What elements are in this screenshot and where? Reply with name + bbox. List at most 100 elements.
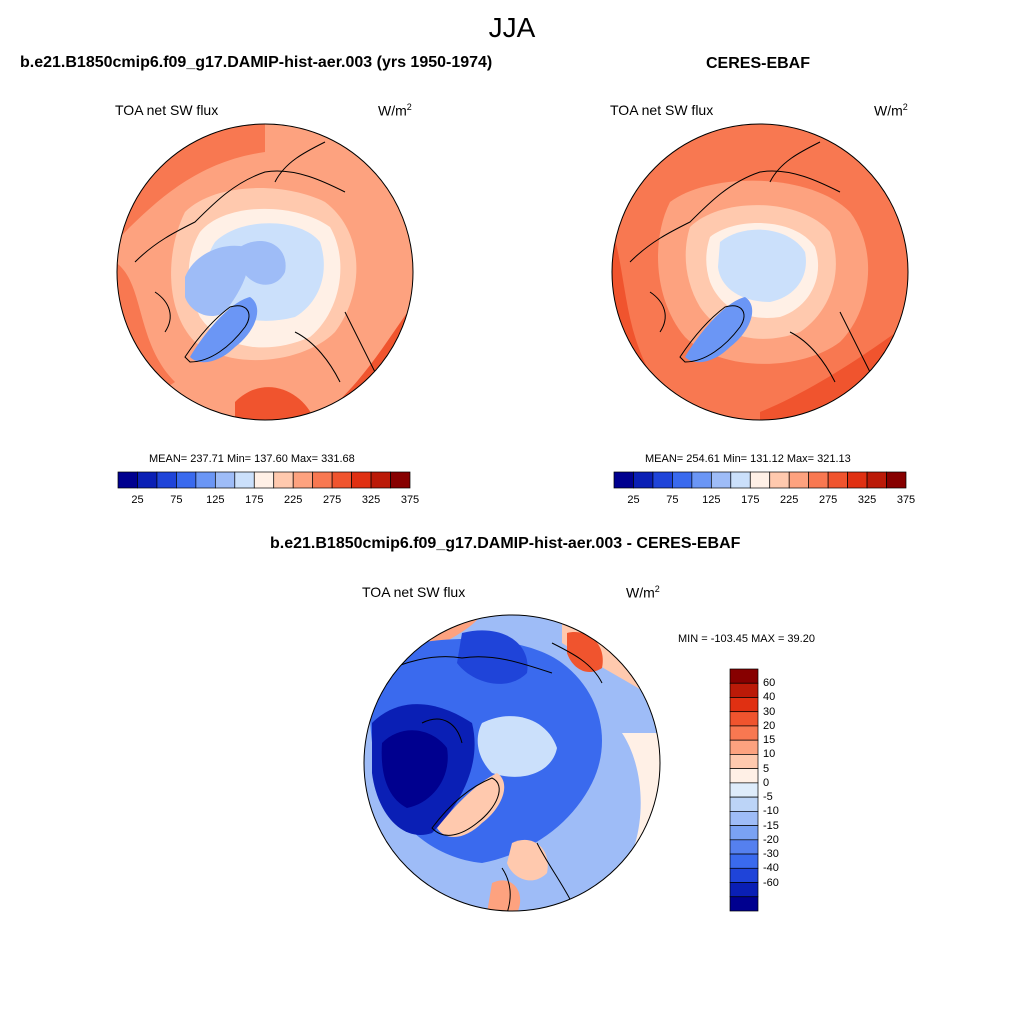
- diff-colorbar-label: -5: [763, 791, 773, 804]
- diff-colorbar-label: 40: [763, 691, 776, 704]
- model-colorbar-box: [117, 471, 138, 489]
- model-panel-title: b.e21.B1850cmip6.f09_g17.DAMIP-hist-aer.…: [20, 54, 493, 71]
- diff-panel-title: b.e21.B1850cmip6.f09_g17.DAMIP-hist-aer.…: [270, 535, 741, 552]
- diff-field-s-warm: [487, 880, 521, 911]
- obs-field-arctic: [718, 229, 806, 302]
- diff-colorbar-box: [729, 697, 759, 713]
- diff-colorbar-box: [729, 668, 759, 684]
- obs-field-greenland: [685, 297, 753, 363]
- model-colorbar-tick: 25: [131, 494, 144, 506]
- obs-colorbar-box: [866, 471, 887, 489]
- diff-minmax: MIN = -103.45 MAX = 39.20: [678, 633, 815, 645]
- model-colorbar-box: [312, 471, 333, 489]
- obs-colorbar-box: [652, 471, 673, 489]
- model-colorbar-box: [137, 471, 158, 489]
- obs-colorbar-tick: 225: [780, 494, 799, 506]
- diff-colorbar-label: 15: [763, 734, 776, 747]
- diff-colorbar-label: -40: [763, 862, 779, 875]
- obs-units-exponent: 2: [902, 102, 908, 112]
- obs-colorbar-box: [672, 471, 693, 489]
- model-colorbar-box: [331, 471, 352, 489]
- obs-map-border: [611, 123, 909, 421]
- diff-colorbar-label: -15: [763, 819, 779, 832]
- diff-colorbar-box: [729, 768, 759, 784]
- model-colorbar-box: [351, 471, 372, 489]
- obs-colorbar-tick: 375: [896, 494, 916, 506]
- model-colorbar-box: [370, 471, 391, 489]
- diff-field-s: [507, 839, 548, 881]
- obs-colorbar-box: [788, 471, 810, 489]
- model-colorbar-box: [195, 471, 216, 489]
- diff-colorbar-box: [729, 682, 759, 698]
- model-map-border: [116, 123, 414, 421]
- diff-colorbar-box: [729, 882, 759, 898]
- diff-colorbar-label: -10: [763, 805, 779, 818]
- obs-colorbar-tick: 125: [702, 494, 721, 506]
- diff-colorbar-box: [729, 867, 759, 883]
- model-polar-map: [116, 123, 414, 421]
- diff-colorbar-label: 5: [763, 762, 770, 775]
- obs-colorbar-box: [633, 471, 654, 489]
- diff-colorbar-label: 0: [763, 776, 770, 789]
- diff-field-west-deep: [381, 730, 448, 808]
- model-colorbar: [117, 471, 411, 489]
- obs-colorbar-tick: 75: [666, 494, 679, 506]
- diff-colorbar-box: [729, 782, 759, 798]
- model-colorbar-tick: 275: [322, 494, 342, 506]
- figure-title: JJA: [488, 12, 536, 43]
- obs-coastlines: [629, 141, 871, 420]
- diff-colorbar-box: [729, 853, 759, 869]
- obs-colorbar-box: [769, 471, 790, 489]
- obs-colorbar-ticks: 25 75 125 175 225 275 325 375: [614, 494, 915, 508]
- obs-colorbar: [613, 471, 907, 489]
- obs-colorbar-box: [749, 471, 771, 489]
- diff-colorbar-box: [729, 825, 759, 841]
- model-units-label: W/m2: [378, 102, 412, 119]
- model-colorbar-box: [156, 471, 177, 489]
- diff-colorbar-box: [729, 711, 759, 727]
- diff-colorbar-label: -60: [763, 876, 779, 889]
- model-colorbar-box: [176, 471, 197, 489]
- diff-colorbar-label: 30: [763, 705, 776, 718]
- model-colorbar-box: [292, 471, 314, 489]
- obs-panel-title: CERES-EBAF: [706, 55, 811, 72]
- diff-colorbar-box: [729, 754, 759, 769]
- model-colorbar-tick: 325: [361, 494, 381, 506]
- model-colorbar-box: [214, 471, 236, 489]
- obs-colorbar-tick: 275: [818, 494, 838, 506]
- model-variable-label: TOA net SW flux: [115, 102, 219, 118]
- model-stats: MEAN= 237.71 Min= 137.60 Max= 331.68: [149, 453, 355, 465]
- diff-units-label: W/m2: [626, 584, 660, 601]
- diff-colorbar-box: [729, 739, 759, 755]
- obs-colorbar-tick: 25: [627, 494, 640, 506]
- diff-colorbar-box: [729, 811, 759, 826]
- obs-units-text: W/m: [874, 102, 903, 119]
- model-colorbar-box: [390, 471, 411, 489]
- diff-field-greenland: [437, 773, 505, 838]
- diff-colorbar: [729, 668, 759, 912]
- diff-colorbar-labels: 60 40 30 20 15 10 5 0 -5 -10 -15 -20 -30 -40 -60: [763, 669, 803, 911]
- diff-field-pole: [477, 716, 557, 777]
- model-field-pole: [240, 241, 286, 285]
- diff-field-ne-hot: [567, 632, 603, 673]
- diff-colorbar-box: [729, 725, 759, 741]
- obs-colorbar-box: [827, 471, 848, 489]
- diff-colorbar-label: -30: [763, 848, 779, 861]
- model-colorbar-box: [273, 471, 294, 489]
- model-colorbar-tick: 175: [245, 494, 264, 506]
- model-field-greenland: [190, 297, 258, 363]
- model-colorbar-box: [253, 471, 275, 489]
- obs-colorbar-tick: 175: [741, 494, 760, 506]
- model-colorbar-tick: 375: [400, 494, 420, 506]
- model-units-text: W/m: [378, 102, 407, 119]
- model-units-exponent: 2: [406, 102, 412, 112]
- model-field-s: [235, 387, 315, 420]
- diff-units-exponent: 2: [654, 584, 660, 594]
- model-colorbar-tick: 75: [170, 494, 183, 506]
- diff-map-border: [363, 614, 661, 912]
- diff-units-text: W/m: [626, 584, 655, 601]
- diff-variable-label: TOA net SW flux: [362, 584, 466, 600]
- obs-colorbar-box: [730, 471, 751, 489]
- obs-colorbar-box: [808, 471, 829, 489]
- diff-colorbar-box: [729, 896, 759, 912]
